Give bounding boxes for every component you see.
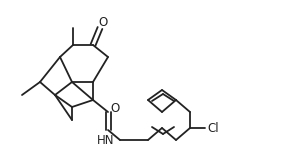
Text: Cl: Cl bbox=[207, 121, 219, 135]
Text: HN: HN bbox=[96, 134, 114, 146]
Text: O: O bbox=[99, 15, 108, 29]
Text: O: O bbox=[110, 101, 119, 115]
